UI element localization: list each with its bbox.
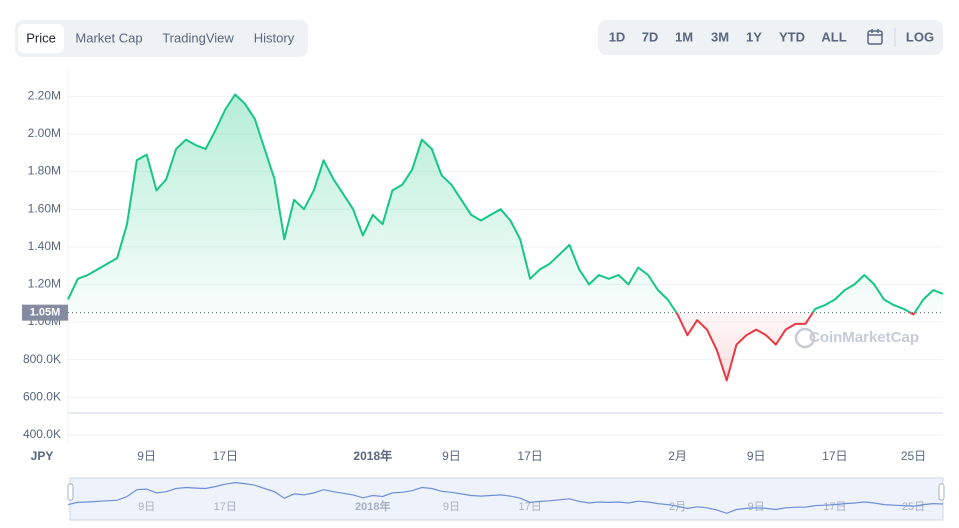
baseline-label: 1.05M xyxy=(30,307,61,319)
navigator-label: 2018年 xyxy=(355,499,390,513)
watermark: CoinMarketCap xyxy=(809,329,919,346)
tab-bar xyxy=(15,20,308,57)
x-tick-label: 9日 xyxy=(442,449,461,463)
x-tick-label: 2月 xyxy=(668,449,687,463)
navigator-handle[interactable] xyxy=(67,483,74,501)
y-tick-label: 1.20M xyxy=(28,277,61,291)
navigator-label: 25日 xyxy=(902,501,925,513)
currency-label: JPY xyxy=(31,449,54,463)
y-tick-label: 2.00M xyxy=(28,126,61,140)
navigator-label: 17日 xyxy=(823,501,846,513)
range-button[interactable]: ALL xyxy=(821,29,846,44)
navigator-handle[interactable] xyxy=(938,483,945,501)
range-button[interactable]: 1Y xyxy=(746,29,762,44)
range-bar xyxy=(598,20,943,55)
navigator-line xyxy=(67,481,944,514)
log-button[interactable]: LOG xyxy=(906,29,934,44)
x-tick-label: 9日 xyxy=(137,449,156,463)
y-tick-label: 2.20M xyxy=(28,89,61,103)
navigator-label: 9日 xyxy=(443,501,460,513)
range-button[interactable]: 3M xyxy=(711,29,729,44)
x-tick-label: 25日 xyxy=(901,449,926,463)
x-tick-label: 17日 xyxy=(213,449,238,463)
y-tick-label: 800.0K xyxy=(23,352,61,366)
tab[interactable]: Price xyxy=(26,30,56,45)
y-tick-label: 400.0K xyxy=(23,427,61,441)
x-tick-label: 2018年 xyxy=(353,448,392,463)
price-line xyxy=(67,93,944,382)
y-tick-label: 1.60M xyxy=(28,201,61,215)
navigator-label: 9日 xyxy=(138,501,155,513)
navigator-label: 17日 xyxy=(518,501,541,513)
baseline-badge xyxy=(22,304,68,321)
y-tick-label: 1.80M xyxy=(28,164,61,178)
range-button[interactable]: 1D xyxy=(609,29,626,44)
tab[interactable]: History xyxy=(254,30,295,45)
tab[interactable]: TradingView xyxy=(162,30,234,45)
x-tick-label: 17日 xyxy=(517,449,542,463)
navigator-label: 17日 xyxy=(214,501,237,513)
navigator-label: 9日 xyxy=(748,501,765,513)
range-button[interactable]: 7D xyxy=(642,29,659,44)
range-button[interactable]: YTD xyxy=(779,29,805,44)
navigator[interactable] xyxy=(69,477,944,521)
price-area xyxy=(68,94,943,381)
y-tick-label: 600.0K xyxy=(23,389,61,403)
y-tick-label: 1.40M xyxy=(28,239,61,253)
navigator-label: 2月 xyxy=(669,501,686,513)
tab[interactable]: Market Cap xyxy=(75,30,142,45)
tab-active[interactable] xyxy=(18,24,64,53)
range-button[interactable]: 1M xyxy=(675,29,693,44)
x-tick-label: 17日 xyxy=(822,449,847,463)
watermark-logo xyxy=(794,327,816,349)
x-tick-label: 9日 xyxy=(747,449,766,463)
calendar-icon[interactable] xyxy=(867,29,883,45)
